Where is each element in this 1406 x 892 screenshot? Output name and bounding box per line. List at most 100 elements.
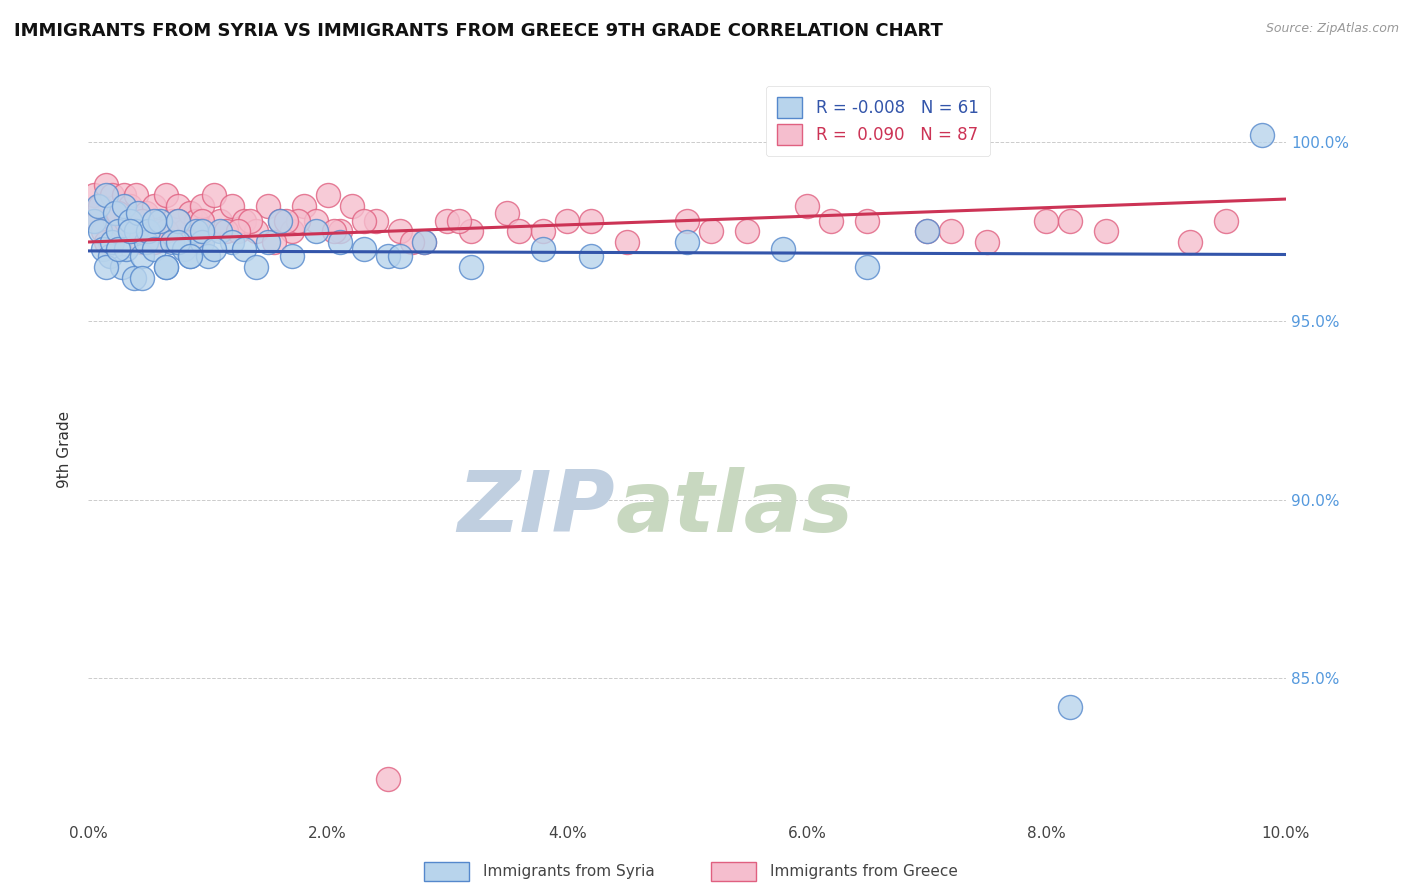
Point (820, 213, 842, 227)
Point (111, 260, 134, 274)
Point (735, 224, 758, 238)
Point (191, 224, 214, 238)
Point (112, 199, 135, 213)
Point (173, 242, 195, 256)
Point (149, 213, 172, 227)
Point (676, 213, 699, 227)
Point (353, 213, 375, 227)
Point (107, 224, 129, 238)
Point (115, 242, 138, 256)
Point (329, 235, 352, 249)
Point (127, 206, 149, 220)
Point (197, 224, 219, 238)
Point (160, 213, 183, 227)
Point (120, 199, 142, 213)
Point (208, 224, 231, 238)
Point (245, 260, 267, 274)
Point (221, 235, 243, 249)
Point (531, 242, 554, 256)
Point (1215, 213, 1237, 227)
Point (179, 249, 201, 263)
Text: IMMIGRANTS FROM SYRIA VS IMMIGRANTS FROM GREECE 9TH GRADE CORRELATION CHART: IMMIGRANTS FROM SYRIA VS IMMIGRANTS FROM… (14, 22, 943, 40)
Point (245, 224, 267, 238)
Point (581, 213, 603, 227)
Point (1251, 128, 1274, 142)
Text: atlas: atlas (616, 467, 853, 550)
Point (202, 242, 225, 256)
Point (155, 224, 177, 238)
Point (155, 260, 177, 274)
Point (143, 199, 166, 213)
Point (94, 235, 117, 249)
Text: Immigrants from Greece: Immigrants from Greece (770, 864, 957, 879)
Point (131, 249, 153, 263)
Point (125, 188, 148, 202)
Point (89, 224, 111, 238)
Point (101, 235, 124, 249)
Point (135, 235, 157, 249)
Point (87, 213, 110, 227)
Point (167, 235, 190, 249)
Point (94, 260, 117, 274)
Point (83, 213, 105, 227)
Point (412, 235, 434, 249)
Point (98, 249, 121, 263)
Point (122, 270, 145, 285)
Point (127, 213, 149, 227)
Point (388, 224, 411, 238)
Point (436, 213, 458, 227)
Point (111, 224, 134, 238)
Point (120, 213, 142, 227)
Point (1059, 700, 1081, 714)
Point (136, 213, 159, 227)
Point (83, 188, 105, 202)
Point (143, 235, 166, 249)
Point (531, 224, 554, 238)
Point (855, 260, 877, 274)
Point (616, 235, 638, 249)
Y-axis label: 9th Grade: 9th Grade (58, 411, 72, 488)
Point (179, 235, 201, 249)
Point (256, 235, 278, 249)
Point (94, 188, 117, 202)
Text: Immigrants from Syria: Immigrants from Syria (482, 864, 654, 879)
Point (460, 260, 482, 274)
Point (281, 249, 304, 263)
Point (263, 235, 285, 249)
Point (107, 206, 129, 220)
Point (1059, 213, 1081, 227)
Point (364, 213, 387, 227)
Point (112, 188, 135, 202)
Point (120, 224, 142, 238)
Point (167, 199, 190, 213)
Point (98, 235, 121, 249)
Point (179, 206, 201, 220)
Point (239, 213, 262, 227)
Text: ZIP: ZIP (457, 467, 616, 550)
Point (135, 206, 157, 220)
Point (1095, 224, 1118, 238)
Point (939, 224, 962, 238)
Point (508, 224, 530, 238)
Point (449, 213, 471, 227)
Point (555, 213, 578, 227)
Point (120, 224, 142, 238)
Point (412, 235, 434, 249)
Point (460, 224, 482, 238)
Point (401, 235, 423, 249)
Point (155, 260, 177, 274)
Point (91, 242, 114, 256)
Point (340, 199, 363, 213)
Point (226, 224, 249, 238)
Point (167, 213, 190, 227)
Point (87, 199, 110, 213)
Point (155, 188, 177, 202)
Point (149, 224, 172, 238)
Point (915, 224, 938, 238)
Point (581, 249, 603, 263)
Point (305, 213, 328, 227)
Point (496, 206, 519, 220)
Point (143, 213, 166, 227)
Point (976, 235, 998, 249)
Point (322, 224, 344, 238)
